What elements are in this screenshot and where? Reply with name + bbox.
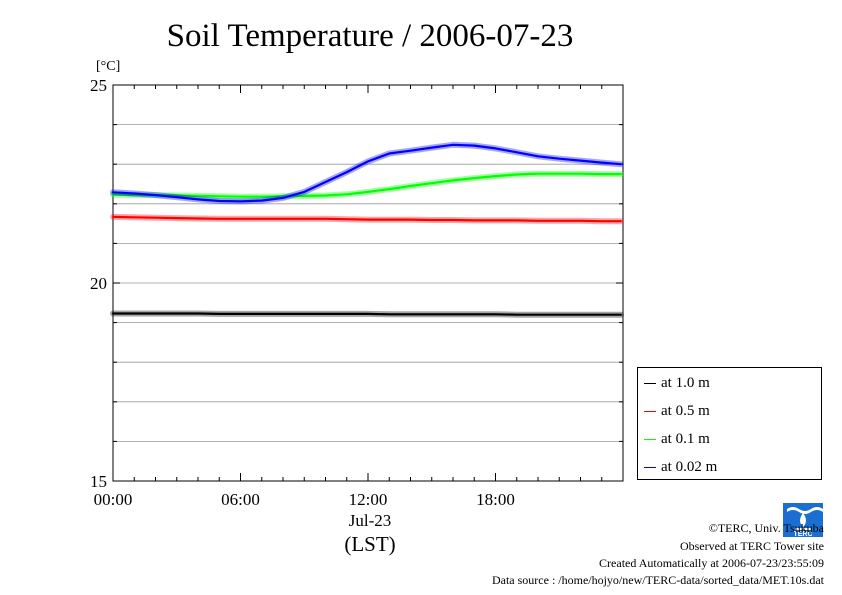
legend-item: at 1.0 m: [644, 373, 710, 393]
terc-logo: TERC: [783, 503, 823, 537]
series-lines: [110, 141, 624, 318]
y-tick-label: 15: [90, 472, 107, 491]
legend-item: at 0.1 m: [644, 429, 710, 449]
series-line: [111, 312, 623, 316]
legend-item: at 0.02 m: [644, 457, 717, 477]
footer-observed: Observed at TERC Tower site: [679, 539, 824, 553]
legend-swatch: [644, 466, 656, 468]
x-tick-label: 18:00: [476, 490, 515, 509]
legend-item: at 0.5 m: [644, 401, 710, 421]
legend-swatch: [644, 382, 656, 384]
chart-title: Soil Temperature / 2006-07-23: [167, 18, 574, 54]
x-axis-label: (LST): [344, 532, 395, 556]
legend-label: at 0.1 m: [661, 430, 710, 447]
footer-source: Data source : /home/hojyo/new/TERC-data/…: [491, 573, 824, 587]
series-line: [111, 172, 623, 198]
legend-label: at 0.02 m: [661, 458, 718, 475]
y-tick-label: 25: [90, 76, 107, 95]
x-tick-label: 06:00: [221, 490, 260, 509]
axis-ticks: 15 20 25 00:00 06:00 12:00 18:00: [90, 76, 624, 509]
x-tick-label: 12:00: [349, 490, 388, 509]
y-axis-label: [°C]: [96, 59, 120, 74]
grid: [113, 124, 623, 442]
legend-label: at 0.5 m: [661, 402, 710, 419]
legend-swatch: [644, 438, 656, 440]
y-tick-label: 20: [90, 274, 107, 293]
legend-swatch: [644, 410, 656, 412]
footer-copyright: ©TERC, Univ. Tsukuba: [708, 521, 824, 535]
footer-created: Created Automatically at 2006-07-23/23:5…: [599, 556, 824, 570]
series-line: [111, 215, 623, 223]
x-tick-label: 00:00: [94, 490, 133, 509]
svg-text:TERC: TERC: [793, 531, 812, 537]
series-halo: [110, 170, 624, 200]
series-line: [111, 143, 623, 203]
legend: at 1.0 m at 0.5 m at 0.1 m at 0.02 m: [637, 367, 822, 480]
x-date-label: Jul-23: [349, 511, 392, 530]
legend-label: at 1.0 m: [661, 374, 710, 391]
